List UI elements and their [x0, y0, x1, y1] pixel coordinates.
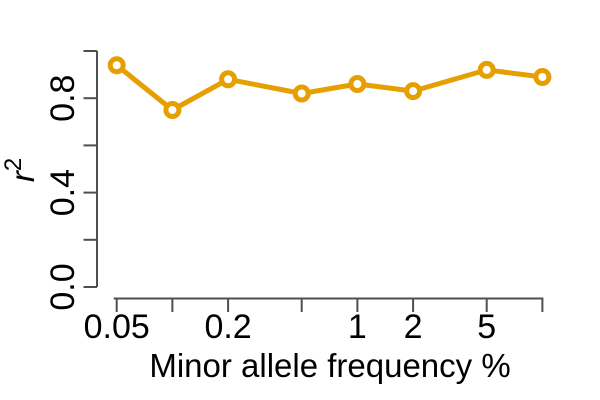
data-point-marker — [163, 101, 182, 119]
x-tick-label: 0.05 — [84, 308, 150, 346]
data-point-marker — [533, 68, 552, 86]
y-axis-label: r2 — [0, 158, 41, 182]
data-series-line — [114, 62, 545, 113]
axes-layer: 0.05 0.2 1 2 5 0.0 0.4 0.8 — [44, 50, 544, 346]
data-point-marker — [348, 75, 367, 93]
y-tick-label: 0.4 — [44, 169, 82, 216]
data-series-layer — [107, 56, 552, 119]
data-point-marker — [219, 70, 238, 89]
data-point-marker — [107, 56, 126, 75]
data-point-marker — [404, 82, 423, 101]
data-point-marker — [477, 60, 496, 79]
y-tick-label: 0.8 — [44, 75, 82, 122]
x-axis-label: Minor allele frequency % — [149, 347, 510, 384]
data-point-marker — [292, 84, 311, 103]
x-tick-label: 5 — [477, 308, 496, 346]
y-axis-label-exponent: 2 — [0, 158, 27, 171]
x-tick-label: 0.2 — [204, 308, 251, 346]
y-tick-label: 0.0 — [44, 263, 82, 310]
x-tick-label: 1 — [348, 308, 367, 346]
x-tick-label: 2 — [404, 308, 423, 346]
y-axis-label-base: r — [4, 169, 41, 182]
